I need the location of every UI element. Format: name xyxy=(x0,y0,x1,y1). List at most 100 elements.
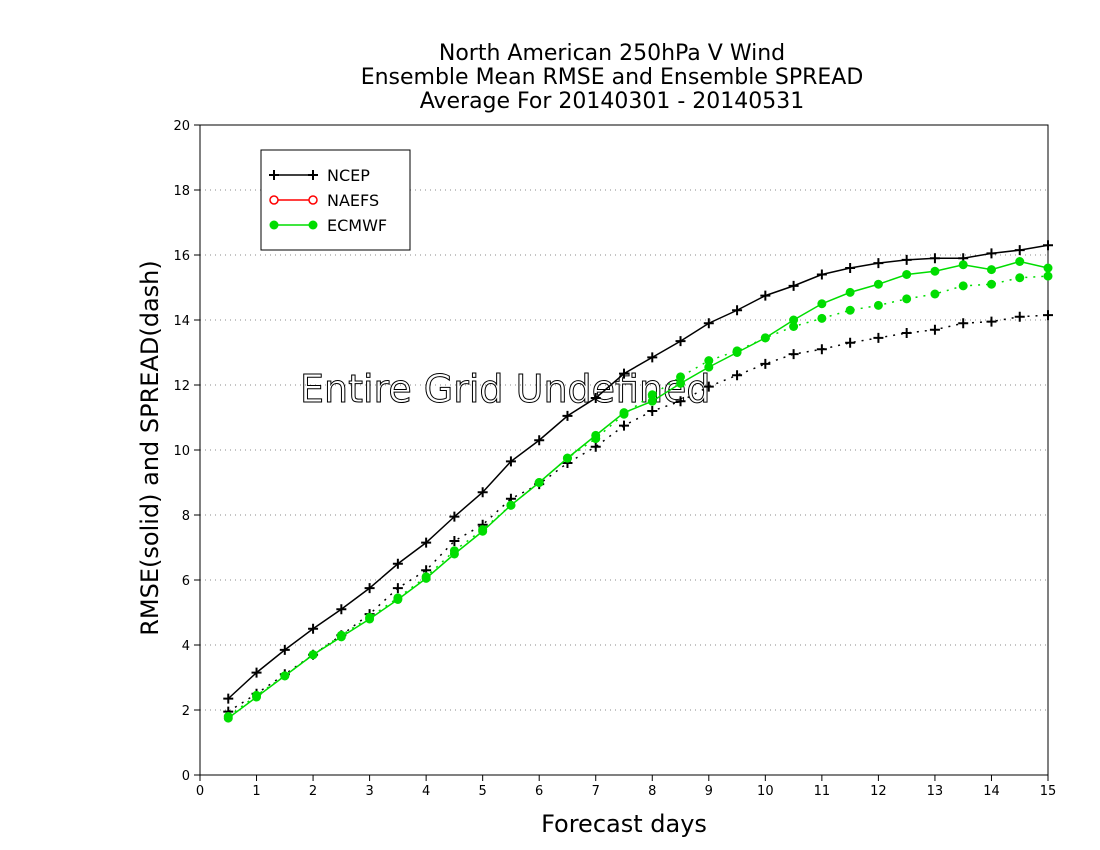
chart-title-line: North American 250hPa V Wind xyxy=(439,41,785,66)
ncep-spread-markers xyxy=(223,310,1053,717)
data-point xyxy=(308,623,319,634)
x-tick-label: 6 xyxy=(535,784,543,799)
data-point xyxy=(279,644,290,655)
data-point xyxy=(958,281,968,291)
data-point xyxy=(873,300,883,310)
data-point xyxy=(873,332,884,343)
data-point xyxy=(534,435,545,446)
y-tick-label: 6 xyxy=(182,574,190,589)
data-point xyxy=(506,500,516,510)
y-tick-label: 18 xyxy=(173,184,190,199)
data-point xyxy=(676,372,686,382)
y-axis-ticks: 0 2 4 6 8 10 12 14 16 18 20 xyxy=(173,119,200,784)
data-point xyxy=(251,667,262,678)
ncep-rmse-markers xyxy=(223,240,1053,704)
data-point xyxy=(760,290,771,301)
data-point xyxy=(986,316,997,327)
x-tick-label: 5 xyxy=(479,784,487,799)
data-point xyxy=(364,583,375,594)
data-point xyxy=(930,266,940,276)
data-point xyxy=(392,583,403,594)
x-tick-label: 7 xyxy=(592,784,600,799)
data-point xyxy=(816,269,827,280)
data-point xyxy=(760,333,770,343)
y-tick-label: 2 xyxy=(182,704,190,719)
x-tick-label: 13 xyxy=(927,784,944,799)
data-point xyxy=(703,318,714,329)
data-point xyxy=(704,362,714,372)
data-point xyxy=(619,409,629,419)
data-point xyxy=(619,368,629,379)
x-tick-label: 8 xyxy=(648,784,656,799)
data-point xyxy=(817,299,827,309)
data-point xyxy=(647,406,658,416)
data-point xyxy=(1014,311,1025,322)
y-tick-label: 20 xyxy=(173,119,190,134)
data-point xyxy=(647,396,657,406)
data-point xyxy=(760,358,771,369)
undefined-grid-annotation: Entire Grid Undefined xyxy=(300,367,711,411)
data-point xyxy=(1043,263,1053,273)
data-point xyxy=(449,511,460,522)
data-point xyxy=(308,220,318,230)
data-point xyxy=(590,441,601,452)
data-point xyxy=(1043,271,1053,281)
data-point xyxy=(336,630,346,640)
legend: NCEP NAEFS ECMWF xyxy=(260,149,411,251)
data-point xyxy=(223,712,233,721)
data-point xyxy=(308,195,318,205)
x-tick-label: 10 xyxy=(757,784,774,799)
data-point xyxy=(902,270,912,279)
data-point xyxy=(732,370,743,381)
data-point xyxy=(816,344,827,355)
data-point xyxy=(788,349,799,360)
data-point xyxy=(929,324,940,335)
data-point xyxy=(845,305,855,315)
data-point xyxy=(732,346,742,356)
data-point xyxy=(223,693,234,704)
data-point xyxy=(591,434,601,444)
chart-title-line: Average For 20140301 - 20140531 xyxy=(420,89,805,114)
chart-title-line: Ensemble Mean RMSE and Ensemble SPREAD xyxy=(361,65,864,90)
x-tick-label: 15 xyxy=(1040,784,1057,799)
data-point xyxy=(902,294,912,304)
data-point xyxy=(269,170,279,180)
data-point xyxy=(421,537,432,548)
y-tick-label: 10 xyxy=(173,444,190,459)
data-point xyxy=(958,318,969,329)
x-tick-label: 14 xyxy=(983,784,1000,799)
data-point xyxy=(986,248,997,259)
data-point xyxy=(449,546,459,556)
y-tick-label: 8 xyxy=(182,509,190,524)
ecmwf-rmse-markers xyxy=(223,257,1053,723)
data-point xyxy=(449,536,460,546)
data-point xyxy=(817,313,827,323)
y-axis-label: RMSE(solid) and SPREAD(dash) xyxy=(136,260,164,636)
data-point xyxy=(477,487,488,498)
x-axis-label: Forecast days xyxy=(541,810,707,838)
x-tick-label: 9 xyxy=(705,784,713,799)
data-point xyxy=(789,315,799,325)
legend-label-naefs: NAEFS xyxy=(327,191,379,210)
legend-label-ncep: NCEP xyxy=(327,166,370,185)
data-point xyxy=(788,280,799,291)
data-point xyxy=(308,650,318,660)
data-point xyxy=(930,289,940,299)
x-tick-label: 0 xyxy=(196,784,204,799)
data-point xyxy=(732,305,743,316)
y-tick-label: 0 xyxy=(182,769,190,784)
data-point xyxy=(675,396,686,407)
data-point xyxy=(704,356,714,366)
data-point xyxy=(590,393,601,403)
data-point xyxy=(929,253,940,264)
y-tick-label: 4 xyxy=(182,639,190,654)
data-point xyxy=(676,378,686,388)
data-point xyxy=(958,260,968,270)
data-point xyxy=(845,337,856,348)
data-point xyxy=(986,265,996,275)
x-tick-label: 3 xyxy=(365,784,373,799)
data-point xyxy=(478,525,488,535)
data-point xyxy=(675,336,686,347)
data-point xyxy=(845,287,855,297)
